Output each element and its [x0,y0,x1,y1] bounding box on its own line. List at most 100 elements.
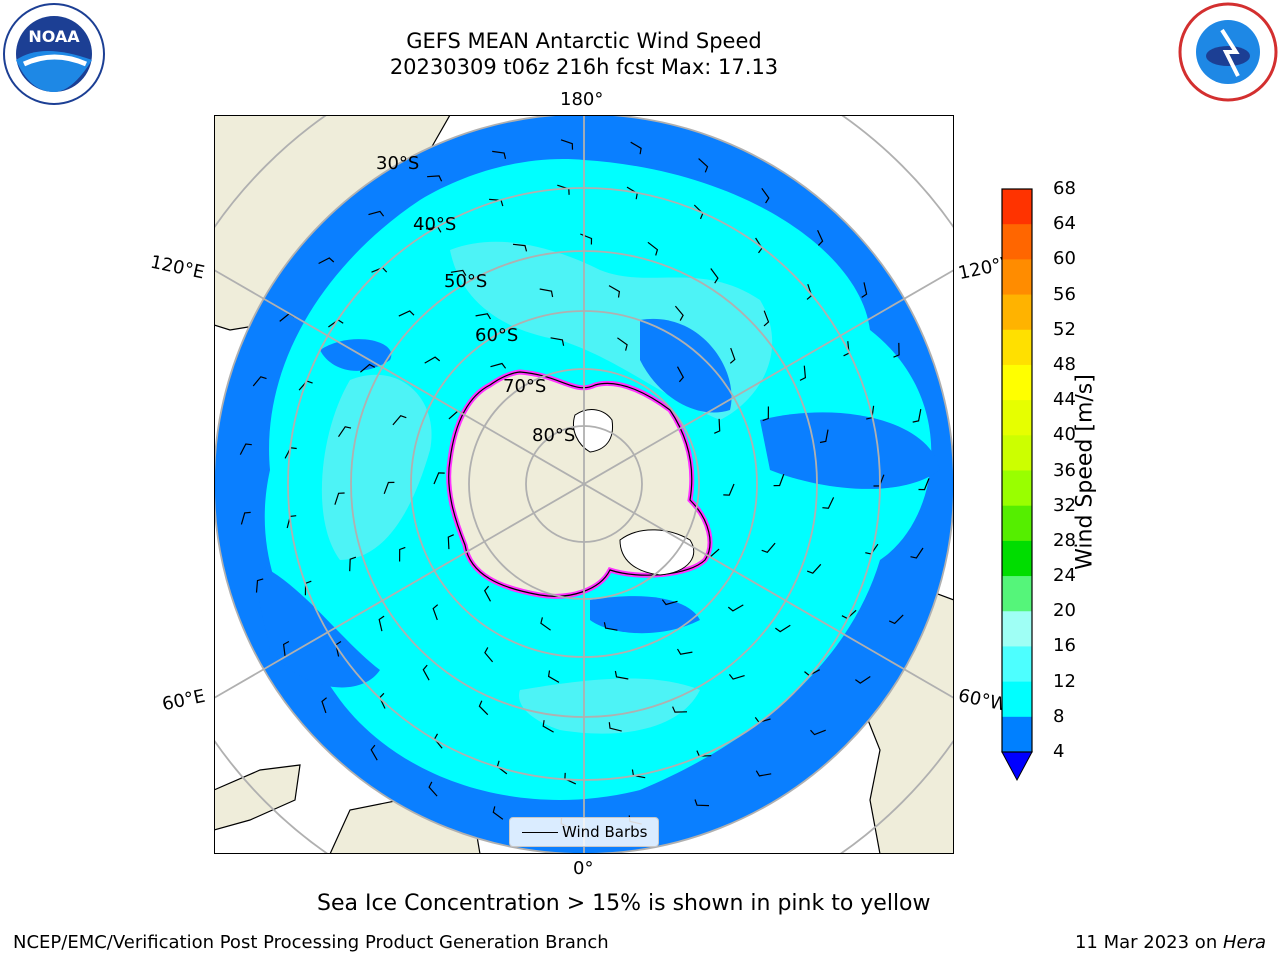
lat-label-60s: 60°S [475,325,519,346]
wind-barb [492,806,504,820]
noaa-logo-text: NOAA [28,27,80,46]
wind-barb [370,744,378,761]
wind-barb [483,585,492,602]
colorbar-segment [1002,576,1032,612]
colorbar-segment [1002,400,1032,436]
lon-label-0: 0° [573,858,594,879]
lon-label-180: 180° [560,89,604,110]
wind-barb [398,310,415,317]
wind-barb [799,365,807,381]
colorbar-segment [1002,189,1032,225]
footer-date: 11 Mar 2023 on [1074,932,1223,953]
wind-barb [773,473,785,487]
colorbar-tick-label: 60 [1053,248,1076,270]
colorbar-tick-label: 32 [1053,494,1076,516]
wind-barb [661,599,678,606]
wind-barb [603,622,618,631]
wind-barb [321,697,327,714]
lat-label-80s: 80°S [532,425,576,446]
wind-barb [763,310,770,327]
colorbar-tick-label: 16 [1053,635,1076,657]
wind-barb [399,546,406,562]
sea-ice-caption: Sea Ice Concentration > 15% is shown in … [317,891,931,916]
lat-label-30s: 30°S [376,153,420,174]
wind-barb [806,563,822,574]
wind-barb [433,472,445,485]
colorbar-tick-label: 40 [1053,424,1076,446]
colorbar-tick-label: 44 [1053,389,1076,411]
wind-barb [817,229,824,246]
wind-barb [428,781,438,797]
nws-logo [1178,2,1278,102]
wind-barb [728,674,745,680]
colorbar-tick-label: 4 [1053,741,1065,762]
wind-barb [714,418,721,434]
wind-barb [378,615,385,632]
wind-barb [252,376,267,387]
lat-label-70s: 70°S [503,376,547,397]
colorbar-segment [1002,470,1032,507]
wind-barb [761,542,776,554]
wind-barb [360,363,376,373]
wind-barb [608,722,622,732]
colorbar-segment [1002,259,1032,296]
wind-barb [484,647,494,663]
footer-left: NCEP/EMC/Verification Post Processing Pr… [13,932,609,953]
wind-barb [542,720,554,733]
colorbar-tick-label: 36 [1053,459,1076,481]
wind-barb [512,243,528,252]
colorbar-segment [1002,681,1032,718]
colorbar-segment [1002,646,1032,683]
wind-barb [614,670,629,680]
footer-right: 11 Mar 2023 on Hera [1075,932,1266,953]
wind-barb [672,706,688,713]
wind-barb [239,443,252,455]
colorbar-tick-label: 28 [1053,529,1076,551]
lat-label-40s: 40°S [413,214,457,235]
wind-barb [698,158,709,173]
wind-barb [478,700,489,716]
colorbar-segment [1002,540,1032,577]
colorbar-extend [1001,751,1033,782]
wind-barb [349,556,357,572]
colorbar-tick-label: 48 [1053,353,1076,375]
wind-barb [490,362,507,369]
wind-barb [729,347,736,364]
wind-barb [427,175,443,182]
wind-barb [282,640,290,657]
wind-barb [392,414,407,426]
wind-barb [810,729,826,736]
wind-barb [762,406,769,422]
wind-barb [723,483,735,496]
colorbar-segment [1002,329,1032,366]
wind-barb [450,269,467,276]
wind-barb [647,241,659,256]
wind-barb [318,257,335,265]
wind-barb [775,624,791,633]
wind-barb [674,305,684,321]
wind-barb [855,675,871,684]
wind-barb [422,664,430,681]
wind-barb [432,604,439,621]
wind-barb [910,547,924,559]
wind-barb [475,313,492,320]
wind-barb [694,799,710,807]
colorbar-segment [1002,716,1032,753]
wind-barb-legend-label: Wind Barbs [562,823,648,841]
colorbar-tick-label: 20 [1053,600,1076,622]
wind-barb [539,288,554,298]
graticule [214,115,954,854]
wind-barb [383,481,395,495]
wind-barb [424,356,441,364]
wind-barb [338,426,352,438]
map-legend: Wind Barbs [509,817,659,847]
colorbar-segment [1002,611,1032,647]
colorbar-tick-label: 8 [1053,705,1065,727]
colorbar [1001,188,1033,782]
colorbar-tick-label: 56 [1053,283,1076,305]
wind-barb [676,366,685,383]
colorbar-tick-label: 12 [1053,670,1076,692]
wind-barb [617,337,628,351]
wind-barb [608,285,621,298]
wind-barb [676,648,693,655]
